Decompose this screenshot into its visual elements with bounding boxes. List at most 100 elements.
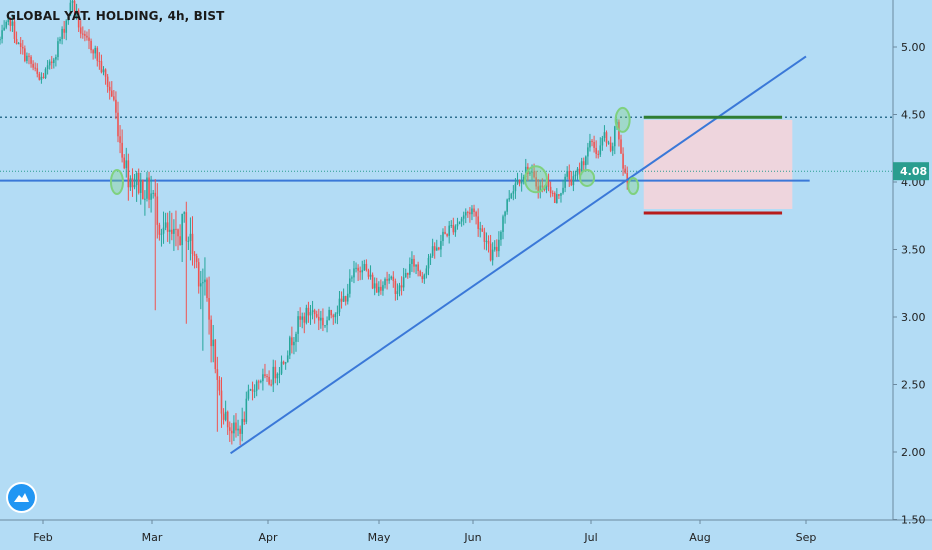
candle-body xyxy=(520,181,523,184)
candle-body xyxy=(9,17,12,26)
touch-marker[interactable] xyxy=(523,165,548,194)
candle-body xyxy=(382,285,384,291)
candle-body xyxy=(568,171,571,180)
candle-body xyxy=(529,172,531,175)
touch-marker[interactable] xyxy=(614,106,631,133)
risk-zone[interactable] xyxy=(643,119,793,209)
candle-body xyxy=(413,258,415,267)
candle-body xyxy=(106,76,109,87)
candle-body xyxy=(228,427,231,431)
candle-body xyxy=(284,362,287,364)
ascending-trendline[interactable] xyxy=(230,55,807,455)
candle-body xyxy=(450,225,453,227)
candle-body xyxy=(535,177,537,187)
candle-body xyxy=(342,296,345,302)
candle-body xyxy=(253,390,256,392)
candle-body xyxy=(189,233,192,241)
candle-body xyxy=(305,307,308,323)
candle-body xyxy=(113,96,115,100)
candle-body xyxy=(469,212,471,215)
candle-body xyxy=(324,325,326,327)
candle-body xyxy=(481,228,484,232)
candle-body xyxy=(206,279,208,299)
touch-marker[interactable] xyxy=(579,168,596,187)
candle-body xyxy=(417,264,419,271)
candle-body xyxy=(558,194,560,196)
candle-body xyxy=(411,258,413,264)
candle-body xyxy=(32,63,34,68)
candle-body xyxy=(433,246,436,251)
candle-body xyxy=(92,50,94,54)
x-tick-label: Apr xyxy=(258,531,278,544)
candle-body xyxy=(531,171,533,173)
candle-body xyxy=(556,194,558,204)
candle-body xyxy=(369,274,372,277)
candle-body xyxy=(42,76,45,79)
candle-body xyxy=(460,218,463,222)
candle-body xyxy=(61,28,63,40)
candle-body xyxy=(94,47,97,54)
candle-body xyxy=(603,132,606,138)
candle-body xyxy=(518,179,521,184)
candle-body xyxy=(467,212,469,214)
tradingview-logo-icon[interactable] xyxy=(8,484,35,511)
candle-body xyxy=(574,174,577,177)
candle-body xyxy=(185,212,188,242)
candle-body xyxy=(533,171,535,178)
candle-body xyxy=(30,56,32,64)
candle-body xyxy=(309,312,312,316)
candle-body xyxy=(204,279,206,283)
candle-body xyxy=(429,255,432,258)
candle-body xyxy=(175,228,177,230)
candle-body xyxy=(102,69,105,73)
candle-body xyxy=(384,279,386,286)
candle-body xyxy=(613,126,616,147)
candle-body xyxy=(171,229,173,234)
candle-body xyxy=(473,208,475,213)
candle-body xyxy=(609,142,612,151)
candle-body xyxy=(46,65,49,70)
candle-body xyxy=(549,186,552,193)
touch-marker[interactable] xyxy=(109,169,124,195)
candle-body xyxy=(69,2,72,17)
candle-body xyxy=(34,67,36,69)
x-tick-label: Jun xyxy=(463,531,481,544)
candle-body xyxy=(144,198,146,200)
candle-body xyxy=(425,268,428,275)
candle-body xyxy=(260,381,262,383)
last-price-label: 4.08 xyxy=(900,165,927,178)
x-tick-label: Feb xyxy=(33,531,52,544)
candle-body xyxy=(127,160,130,188)
candle-body xyxy=(311,310,314,313)
candle-body xyxy=(110,90,113,97)
candle-body xyxy=(249,389,252,391)
chart-title: GLOBAL YAT. HOLDING, 4h, BIST xyxy=(6,9,225,23)
candle-body xyxy=(464,212,467,216)
y-tick-label: 4.50 xyxy=(901,109,926,122)
candle-body xyxy=(380,286,382,291)
candle-body xyxy=(336,312,339,314)
candle-body xyxy=(620,139,622,154)
touch-marker[interactable] xyxy=(627,177,640,196)
candle-body xyxy=(226,411,229,428)
candle-body xyxy=(202,282,204,284)
candle-body xyxy=(119,136,121,143)
candle-body xyxy=(593,141,595,148)
candle-body xyxy=(301,316,304,320)
candle-body xyxy=(191,233,194,254)
candle-body xyxy=(326,320,328,326)
candle-body xyxy=(415,264,417,267)
candle-body xyxy=(96,47,99,61)
candle-body xyxy=(44,69,47,79)
candle-body xyxy=(462,215,465,219)
candle-body xyxy=(98,60,101,62)
candle-body xyxy=(168,229,171,232)
candle-body xyxy=(386,279,388,281)
candle-body xyxy=(500,231,502,240)
candle-body xyxy=(390,276,393,279)
x-tick-label: Mar xyxy=(142,531,163,544)
candle-body xyxy=(349,278,351,294)
candle-body xyxy=(510,193,513,199)
